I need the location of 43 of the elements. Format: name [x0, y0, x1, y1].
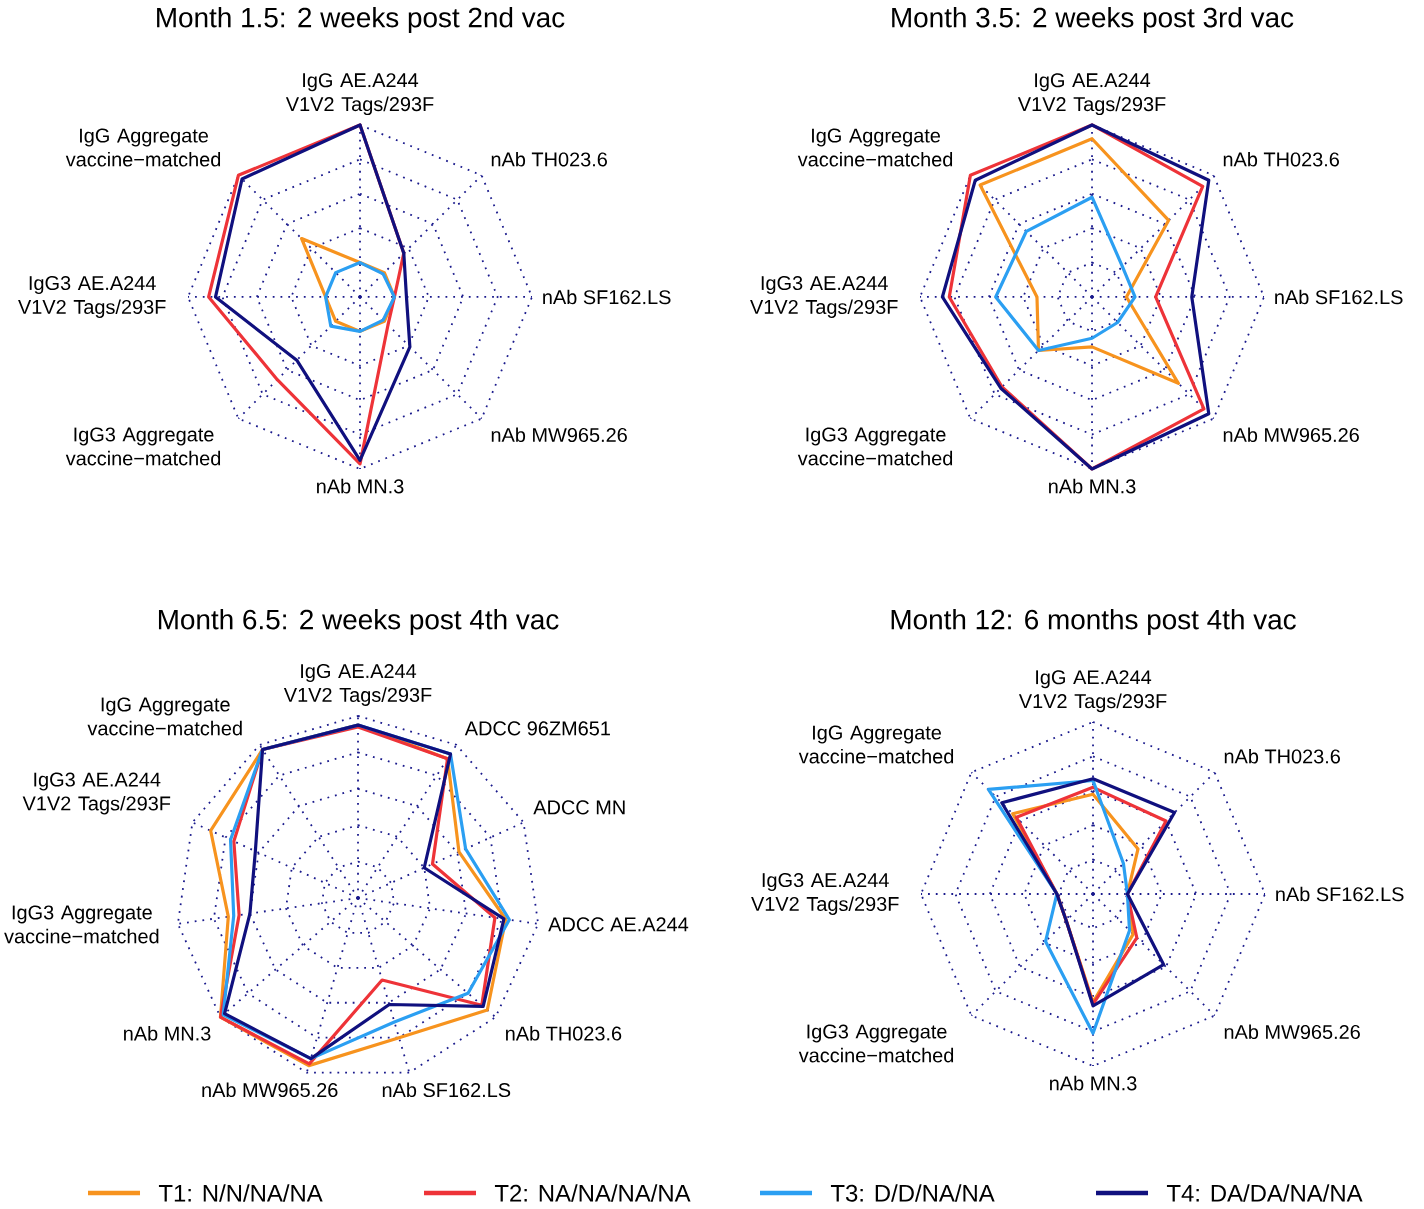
chart-title: Month 6.5: 2 weeks post 4th vac — [158, 608, 559, 635]
spoke-label: ADCC AE.A244 — [548, 917, 689, 932]
chart-title: Month 3.5: 2 weeks post 3rd vac — [892, 6, 1294, 33]
spoke-label: IgG3 Aggregate vaccine−matched — [65, 427, 221, 466]
chart-title: Month 1.5: 2 weeks post 2nd vac — [157, 6, 565, 33]
spoke-label: nAb MN.3 — [1050, 1075, 1137, 1091]
spoke-label: nAb TH023.6 — [491, 151, 607, 167]
spoke-label: IgG AE.A244 V1V2 Tags/293F — [1018, 670, 1167, 713]
spoke-label: nAb TH023.6 — [1224, 748, 1340, 764]
spoke-label: nAb SF162.LS — [543, 289, 671, 305]
spoke-label: ADCC MN — [533, 800, 625, 815]
spoke-label: IgG3 Aggregate vaccine−matched — [4, 905, 159, 944]
spoke-label: IgG3 AE.A244 V1V2 Tags/293F — [751, 873, 899, 915]
spoke-label: nAb MW965.26 — [491, 427, 627, 443]
chart-title: Month 12: 6 months post 4th vac — [891, 608, 1296, 635]
legend-label: T3: D/D/NA/NA — [830, 1184, 995, 1202]
spoke-label: nAb SF162.LS — [382, 1082, 511, 1098]
spoke-label: IgG AE.A244 V1V2 Tags/293F — [1017, 73, 1166, 116]
spoke-label: IgG Aggregate vaccine−matched — [798, 725, 954, 764]
spoke-label: IgG Aggregate vaccine−matched — [87, 697, 242, 736]
spoke-label: IgG Aggregate vaccine−matched — [797, 128, 953, 167]
spoke-label: nAb TH023.6 — [506, 1025, 622, 1041]
spoke-label: nAb MN.3 — [1049, 478, 1136, 494]
spoke-label: IgG AE.A244 V1V2 Tags/293F — [285, 73, 434, 116]
spoke-label: IgG3 AE.A244 V1V2 Tags/293F — [18, 276, 166, 318]
spoke-label: nAb TH023.6 — [1223, 151, 1339, 167]
spoke-label: nAb SF162.LS — [1276, 886, 1404, 902]
spoke-label: nAb MN.3 — [124, 1025, 211, 1041]
spoke-label: IgG3 Aggregate vaccine−matched — [797, 427, 953, 466]
spoke-label: IgG3 Aggregate vaccine−matched — [798, 1024, 954, 1063]
legend-label: T2: NA/NA/NA/NA — [494, 1184, 691, 1202]
spoke-label: IgG Aggregate vaccine−matched — [65, 128, 221, 167]
spoke-label: nAb MW965.26 — [202, 1082, 338, 1098]
spoke-label: ADCC 96ZM651 — [464, 721, 610, 736]
spoke-label: nAb SF162.LS — [1275, 289, 1403, 305]
legend-label: T1: N/N/NA/NA — [158, 1184, 323, 1202]
legend-label: T4: DA/DA/NA/NA — [1166, 1184, 1363, 1202]
spoke-label: IgG3 AE.A244 V1V2 Tags/293F — [750, 276, 898, 318]
spoke-label: IgG AE.A244 V1V2 Tags/293F — [283, 663, 432, 706]
spoke-label: nAb MW965.26 — [1224, 1024, 1360, 1040]
spoke-label: nAb MN.3 — [317, 478, 404, 494]
spoke-label: IgG3 AE.A244 V1V2 Tags/293F — [22, 772, 171, 815]
spoke-label: nAb MW965.26 — [1223, 427, 1359, 443]
